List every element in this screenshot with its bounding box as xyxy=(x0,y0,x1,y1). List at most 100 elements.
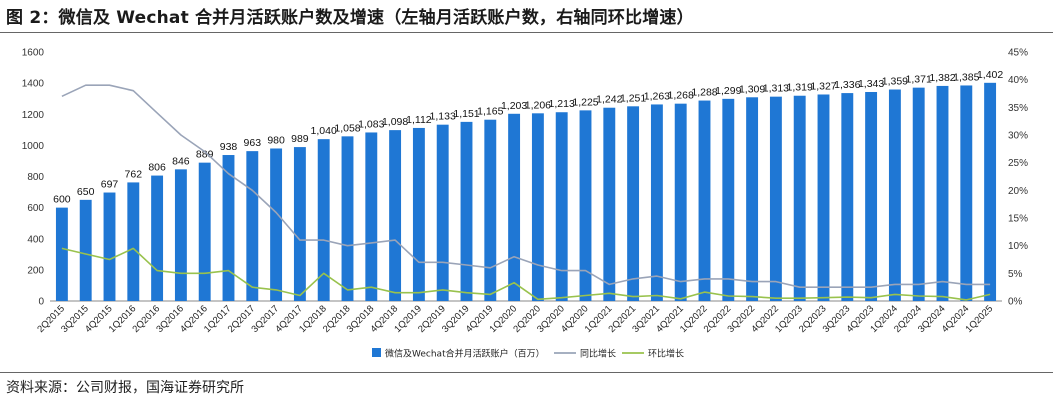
bar xyxy=(270,148,283,301)
bar xyxy=(412,127,425,301)
bar-data-label: 1,206 xyxy=(525,99,551,111)
bar xyxy=(174,169,187,301)
bar xyxy=(460,121,473,301)
bar xyxy=(389,130,402,301)
bar-data-label: 846 xyxy=(172,155,190,167)
bar xyxy=(817,94,830,301)
right-tick-label: 25% xyxy=(1008,158,1028,169)
bar-data-label: 1,165 xyxy=(477,106,503,118)
bar-data-label: 1,402 xyxy=(977,69,1003,81)
bar-data-label: 650 xyxy=(77,186,95,198)
left-tick-label: 0 xyxy=(38,297,44,308)
bar xyxy=(793,95,806,301)
bar xyxy=(722,98,735,301)
bar-data-label: 1,225 xyxy=(572,96,598,108)
source-note: 资料来源：公司财报，国海证券研究所 xyxy=(6,380,244,396)
right-tick-label: 40% xyxy=(1008,75,1028,86)
left-tick-label: 1600 xyxy=(22,48,45,59)
bar xyxy=(627,106,640,301)
bar xyxy=(317,139,330,301)
bar xyxy=(103,192,116,301)
bar-data-label: 1,058 xyxy=(334,122,360,134)
legend-bar-swatch xyxy=(372,348,381,357)
bar-data-label: 1,268 xyxy=(668,90,694,102)
bar xyxy=(960,85,973,301)
bar-data-label: 1,112 xyxy=(406,114,432,126)
bar xyxy=(984,82,997,301)
bar xyxy=(484,119,497,302)
bar xyxy=(888,89,901,301)
bar-data-label: 600 xyxy=(53,194,71,206)
left-axis: 0 200 400 600 800 1000 1200 1400 1600 xyxy=(22,48,45,308)
bar-data-label: 1,336 xyxy=(834,79,860,91)
left-tick-label: 800 xyxy=(27,172,44,183)
bar-data-label: 989 xyxy=(291,133,309,145)
right-tick-label: 5% xyxy=(1008,269,1023,280)
bar-series xyxy=(55,82,997,302)
bar-data-label: 1,203 xyxy=(501,100,527,112)
figure-title: 图 2：微信及 Wechat 合并月活跃账户数及增速（左轴月活跃账户数，右轴同环… xyxy=(6,8,694,28)
bar-data-label: 1,343 xyxy=(858,78,884,90)
left-tick-label: 1000 xyxy=(22,141,45,152)
bar-data-label: 1,242 xyxy=(596,94,622,106)
bar xyxy=(341,136,354,301)
legend-yoy-label: 同比增长 xyxy=(580,348,616,360)
bar xyxy=(127,182,140,301)
right-axis: 0% 5% 10% 15% 20% 25% 30% 35% 40% 45% xyxy=(1008,48,1028,308)
bar xyxy=(436,124,449,301)
bar-data-label: 938 xyxy=(220,141,238,153)
bar xyxy=(531,113,544,301)
bar-data-label: 1,385 xyxy=(953,71,979,83)
left-tick-label: 400 xyxy=(27,234,44,245)
bar-data-label: 1,098 xyxy=(382,116,408,128)
bar xyxy=(198,162,211,301)
bar-data-label: 1,327 xyxy=(810,80,836,92)
bar-data-label: 1,359 xyxy=(882,76,908,88)
bar xyxy=(912,87,925,301)
x-axis-ticks: 2Q20153Q20154Q20151Q20162Q20163Q20164Q20… xyxy=(35,303,995,335)
right-tick-label: 30% xyxy=(1008,131,1028,142)
bar xyxy=(769,96,782,302)
bar xyxy=(55,207,68,301)
bar xyxy=(841,93,854,302)
bar-data-label: 1,382 xyxy=(929,72,955,84)
bar-data-label: 1,288 xyxy=(691,87,717,99)
bar-data-label: 963 xyxy=(244,137,262,149)
bar-data-label: 1,319 xyxy=(787,82,813,94)
yoy-growth-line xyxy=(61,84,991,288)
right-tick-label: 35% xyxy=(1008,103,1028,114)
bar-data-label: 1,263 xyxy=(644,90,670,102)
bar xyxy=(674,103,687,301)
bar-data-label: 1,371 xyxy=(906,74,932,86)
bar xyxy=(936,85,949,301)
bar-data-label: 1,133 xyxy=(430,111,456,123)
line-series xyxy=(61,84,991,301)
left-tick-label: 1400 xyxy=(22,79,45,90)
bar xyxy=(222,155,235,301)
left-tick-label: 200 xyxy=(27,265,44,276)
left-tick-label: 1200 xyxy=(22,110,45,121)
bar xyxy=(579,110,592,301)
bar-data-label: 1,299 xyxy=(715,85,741,97)
legend: 微信及Wechat合并月活跃账户（百万） 同比增长 环比增长 xyxy=(372,348,684,360)
bar-data-label: 889 xyxy=(196,149,214,161)
bar xyxy=(650,104,663,302)
legend-bar-label: 微信及Wechat合并月活跃账户（百万） xyxy=(385,348,545,360)
chart: 0 200 400 600 800 1000 1200 1400 1600 0% 5% 10% 15%… xyxy=(22,48,1028,360)
legend-qoq-label: 环比增长 xyxy=(648,348,684,360)
bar-data-label: 1,213 xyxy=(549,98,575,110)
bar-data-label: 806 xyxy=(148,162,166,174)
qoq-growth-line xyxy=(61,247,991,301)
title-divider xyxy=(0,32,1053,33)
bar xyxy=(246,151,259,301)
right-tick-label: 45% xyxy=(1008,48,1028,59)
bar-data-label: 980 xyxy=(267,134,285,146)
bar xyxy=(508,113,521,301)
source-divider xyxy=(0,372,1053,373)
bar xyxy=(79,199,92,301)
bar xyxy=(603,107,616,302)
bar xyxy=(151,175,164,301)
bar-data-label: 762 xyxy=(125,168,143,180)
bar xyxy=(365,132,378,301)
